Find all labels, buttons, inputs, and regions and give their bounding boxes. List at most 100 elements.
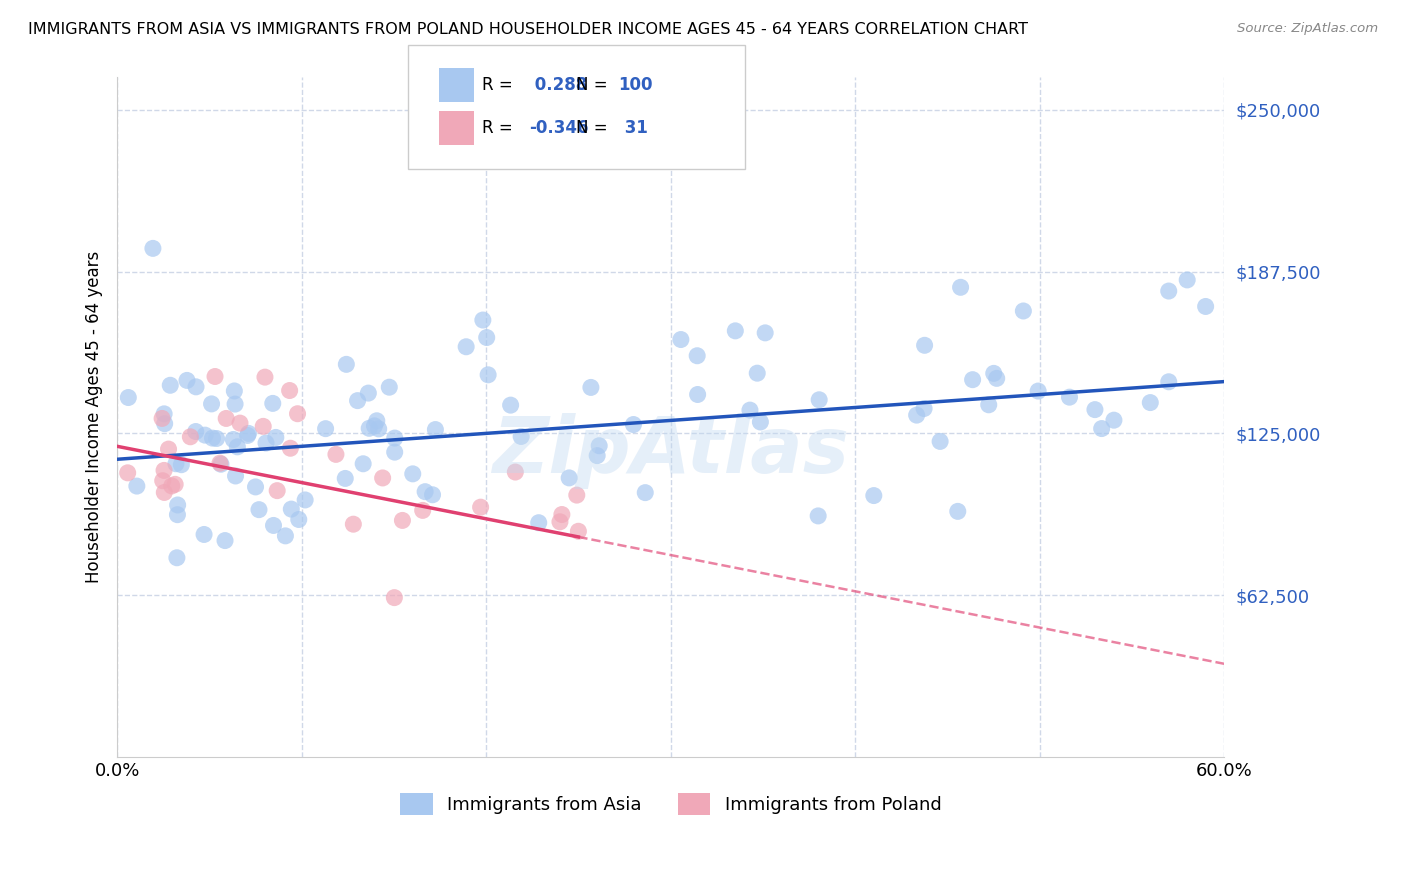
Point <box>335 357 357 371</box>
Point <box>238 426 260 441</box>
Point <box>117 391 139 405</box>
Point <box>205 432 228 446</box>
Point <box>150 411 173 425</box>
Point <box>252 419 274 434</box>
Point <box>125 479 148 493</box>
Point <box>1059 390 1081 404</box>
Point <box>363 418 385 433</box>
Point <box>558 471 581 485</box>
Point <box>152 474 174 488</box>
Point <box>548 515 571 529</box>
Point <box>153 417 176 431</box>
Point <box>200 397 222 411</box>
Point <box>247 502 270 516</box>
Point <box>366 414 388 428</box>
Point <box>384 431 406 445</box>
Point <box>565 488 588 502</box>
Point <box>754 326 776 340</box>
Point <box>245 480 267 494</box>
Point <box>929 434 952 449</box>
Point <box>325 447 347 461</box>
Point <box>254 436 277 450</box>
Point <box>222 433 245 447</box>
Point <box>527 516 550 530</box>
Text: 0.288: 0.288 <box>529 76 586 94</box>
Point <box>1157 375 1180 389</box>
Point <box>229 416 252 430</box>
Point <box>153 463 176 477</box>
Text: N =: N = <box>576 119 607 136</box>
Point <box>1157 284 1180 298</box>
Point <box>510 429 533 443</box>
Point <box>747 366 769 380</box>
Point <box>412 503 434 517</box>
Point <box>184 425 207 439</box>
Point <box>294 492 316 507</box>
Point <box>808 392 831 407</box>
Point <box>456 340 478 354</box>
Point <box>179 430 201 444</box>
Point <box>201 431 224 445</box>
Point <box>686 387 709 401</box>
Point <box>623 417 645 432</box>
Point <box>357 386 380 401</box>
Y-axis label: Householder Income Ages 45 - 64 years: Householder Income Ages 45 - 64 years <box>86 251 103 583</box>
Point <box>567 524 589 539</box>
Point <box>346 393 368 408</box>
Text: 100: 100 <box>619 76 654 94</box>
Point <box>962 373 984 387</box>
Point <box>634 485 657 500</box>
Point <box>224 397 246 411</box>
Point <box>335 471 357 485</box>
Point <box>588 439 610 453</box>
Point <box>160 479 183 493</box>
Point <box>738 403 761 417</box>
Point <box>342 517 364 532</box>
Point <box>367 422 389 436</box>
Point <box>862 489 884 503</box>
Point <box>170 458 193 472</box>
Point <box>977 398 1000 412</box>
Point <box>1012 304 1035 318</box>
Point <box>724 324 747 338</box>
Point <box>165 477 187 491</box>
Text: R =: R = <box>482 76 513 94</box>
Point <box>413 484 436 499</box>
Point <box>425 423 447 437</box>
Point <box>371 471 394 485</box>
Text: 31: 31 <box>619 119 648 136</box>
Point <box>505 465 527 479</box>
Point <box>166 508 188 522</box>
Point <box>226 440 249 454</box>
Point <box>378 380 401 394</box>
Point <box>224 384 246 398</box>
Point <box>1102 413 1125 427</box>
Point <box>194 428 217 442</box>
Point <box>669 333 692 347</box>
Point <box>214 533 236 548</box>
Point <box>807 508 830 523</box>
Point <box>471 313 494 327</box>
Point <box>579 380 602 394</box>
Point <box>193 527 215 541</box>
Text: Source: ZipAtlas.com: Source: ZipAtlas.com <box>1237 22 1378 36</box>
Point <box>157 442 180 456</box>
Point <box>253 370 276 384</box>
Point <box>215 411 238 425</box>
Point <box>287 407 309 421</box>
Point <box>949 280 972 294</box>
Point <box>184 380 207 394</box>
Text: IMMIGRANTS FROM ASIA VS IMMIGRANTS FROM POLAND HOUSEHOLDER INCOME AGES 45 - 64 Y: IMMIGRANTS FROM ASIA VS IMMIGRANTS FROM … <box>28 22 1028 37</box>
Point <box>166 498 188 512</box>
Legend: Immigrants from Asia, Immigrants from Poland: Immigrants from Asia, Immigrants from Po… <box>392 786 949 822</box>
Point <box>475 330 498 344</box>
Point <box>946 504 969 518</box>
Point <box>262 396 284 410</box>
Point <box>166 550 188 565</box>
Point <box>266 483 288 498</box>
Point <box>208 456 231 470</box>
Point <box>749 415 772 429</box>
Point <box>1175 273 1198 287</box>
Point <box>1026 384 1049 398</box>
Point <box>499 398 522 412</box>
